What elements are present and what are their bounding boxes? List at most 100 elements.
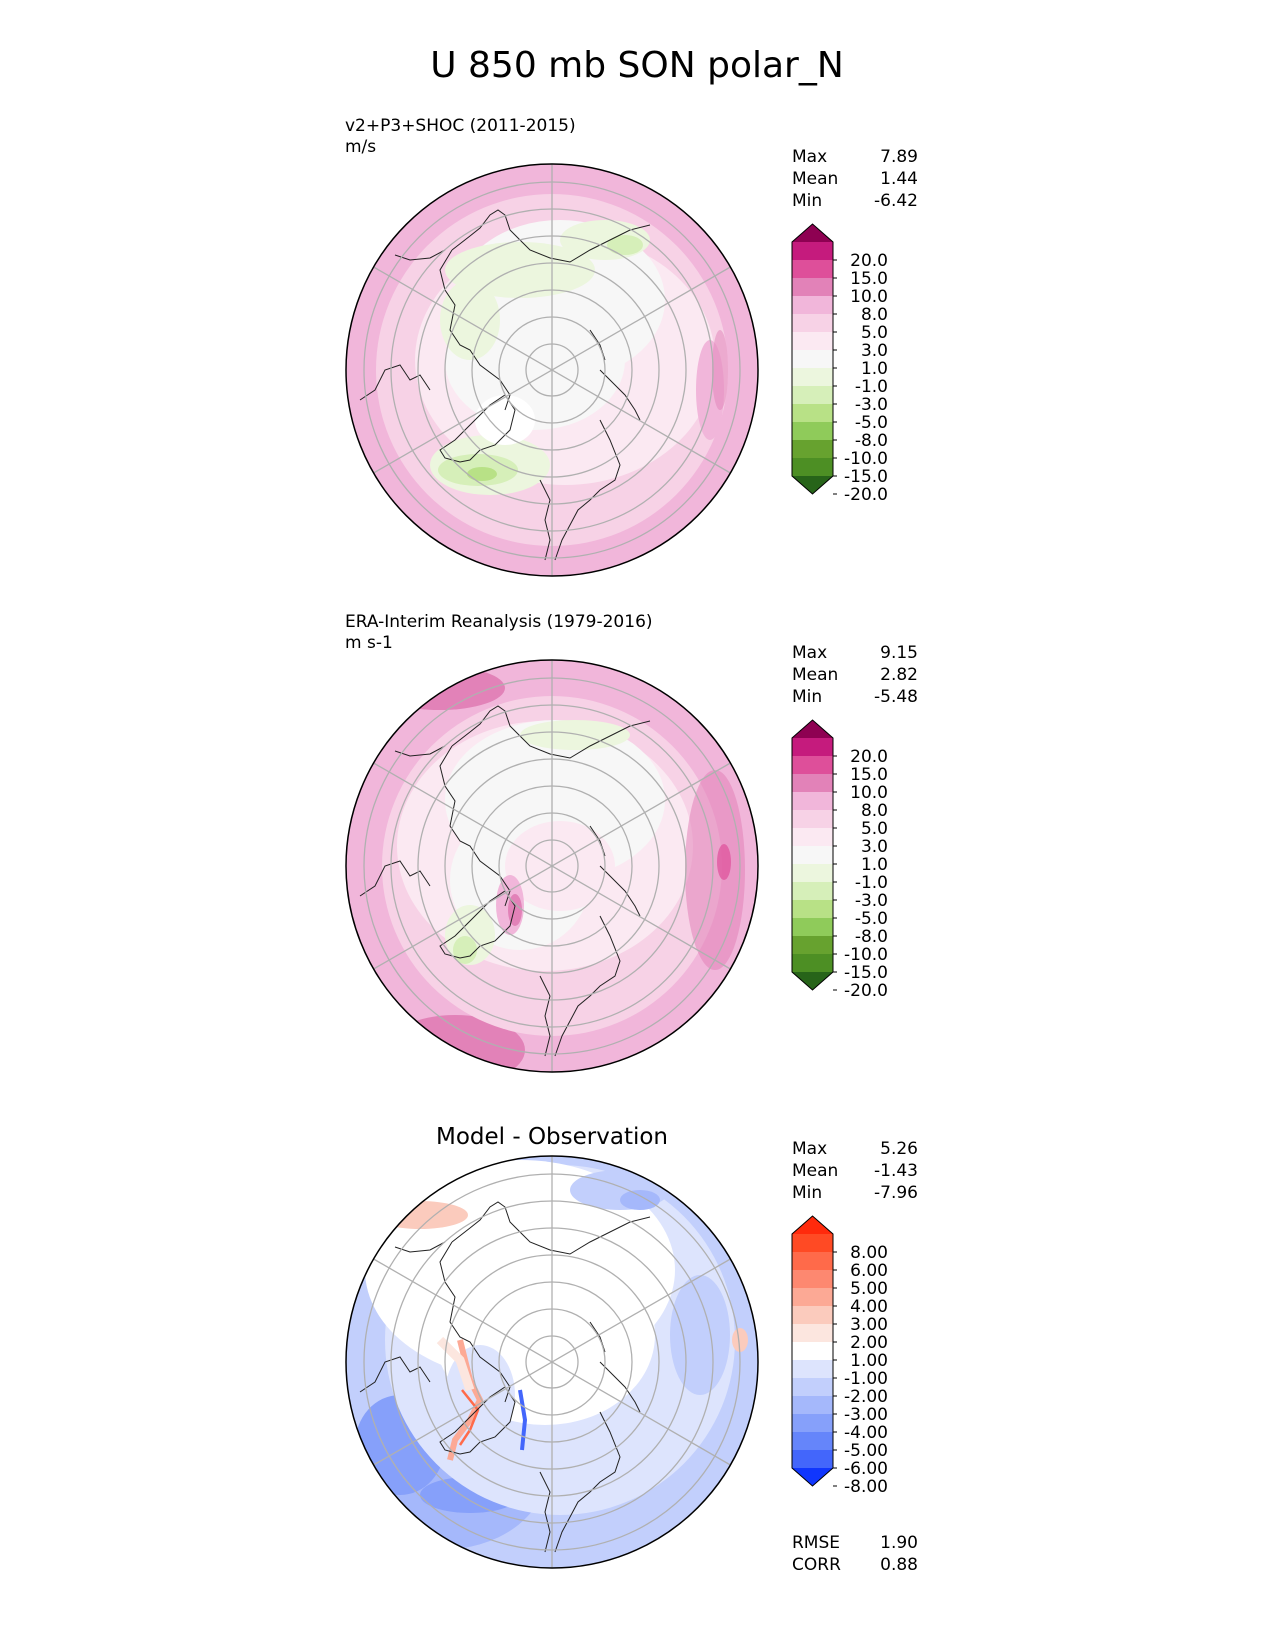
- stat-min-value: -6.42: [874, 191, 918, 211]
- colorbar-tick-label: 2.00: [850, 1333, 888, 1353]
- colorbar-segment: [792, 1360, 833, 1379]
- colorbar-segment: [792, 1324, 833, 1343]
- stat-mean-value: -1.43: [874, 1161, 918, 1181]
- colorbar-segment: [792, 332, 833, 351]
- stat-max-value: 5.26: [880, 1139, 918, 1159]
- colorbar-segment: [792, 386, 833, 405]
- colorbar-tick-label: 8.0: [861, 305, 888, 325]
- panel-diff-stats: Max 5.26 Mean -1.43 Min -7.96: [792, 1139, 918, 1203]
- stat-corr-value: 0.88: [880, 1555, 918, 1575]
- colorbar-tick-label: -1.0: [855, 873, 888, 893]
- stat-mean-label: Mean: [792, 665, 838, 685]
- stat-rmse-label: RMSE: [792, 1533, 840, 1553]
- stat-min-value: -7.96: [874, 1183, 918, 1203]
- colorbar-segment: [792, 810, 833, 829]
- colorbar-bottom-extension: [792, 972, 833, 990]
- colorbar-tick-label: 4.00: [850, 1297, 888, 1317]
- panel-diff-colorbar: 8.006.005.004.003.002.001.00-1.00-2.00-3…: [791, 1215, 888, 1497]
- colorbar-segment: [792, 1288, 833, 1307]
- colorbar-tick-label: 3.00: [850, 1315, 888, 1335]
- colorbar-tick-label: -20.0: [844, 981, 888, 1001]
- panel-obs-map: [345, 659, 759, 1073]
- colorbar-segment: [792, 404, 833, 423]
- colorbar-segment: [792, 314, 833, 333]
- colorbar-segment: [792, 1306, 833, 1325]
- colorbar-tick-label: 1.0: [861, 359, 888, 379]
- colorbar-segment: [792, 882, 833, 901]
- stat-max-label: Max: [792, 643, 827, 663]
- colorbar-tick-label: 1.00: [850, 1351, 888, 1371]
- colorbar-tick-label: 20.0: [850, 251, 888, 271]
- stat-max-value: 7.89: [880, 147, 918, 167]
- stat-min-label: Min: [792, 191, 822, 211]
- stat-corr-label: CORR: [792, 1555, 841, 1575]
- colorbar-segment: [792, 1252, 833, 1271]
- stat-max-value: 9.15: [880, 643, 918, 663]
- colorbar-segment: [792, 296, 833, 315]
- colorbar-tick-label: -8.0: [855, 927, 888, 947]
- figure-title: U 850 mb SON polar_N: [430, 45, 844, 86]
- colorbar-tick-label: 1.0: [861, 855, 888, 875]
- colorbar-segment: [792, 242, 833, 261]
- colorbar-tick-label: -5.0: [855, 909, 888, 929]
- colorbar-tick-label: 5.0: [861, 323, 888, 343]
- colorbar-tick-label: 10.0: [850, 287, 888, 307]
- colorbar-segment: [792, 350, 833, 369]
- colorbar-segment: [792, 792, 833, 811]
- colorbar-tick-label: -6.00: [844, 1459, 888, 1479]
- colorbar-tick-label: 3.0: [861, 341, 888, 361]
- colorbar-segment: [792, 1234, 833, 1253]
- stat-min-label: Min: [792, 687, 822, 707]
- panel-model-colorbar: 20.015.010.08.05.03.01.0-1.0-3.0-5.0-8.0…: [791, 223, 888, 505]
- colorbar-segment: [792, 440, 833, 459]
- colorbar-segment: [792, 422, 833, 441]
- panel-obs-units: m s-1: [345, 633, 393, 653]
- panel-model-units: m/s: [345, 137, 376, 157]
- colorbar-segment: [792, 1378, 833, 1397]
- colorbar-segment: [792, 846, 833, 865]
- colorbar-segment: [792, 368, 833, 387]
- colorbar-segment: [792, 1414, 833, 1433]
- colorbar-top-extension: [792, 224, 833, 242]
- coastlines: [359, 705, 651, 1057]
- colorbar-segment: [792, 260, 833, 279]
- colorbar-outline: [791, 1215, 834, 1487]
- panel-diff-extra-stats: RMSE 1.90 CORR 0.88: [792, 1533, 918, 1575]
- panel-obs-colorbar: 20.015.010.08.05.03.01.0-1.0-3.0-5.0-8.0…: [791, 719, 888, 1001]
- graticule: [363, 1156, 741, 1568]
- colorbar-tick-label: 5.0: [861, 819, 888, 839]
- stat-max-label: Max: [792, 1139, 827, 1159]
- colorbar-tick-label: 8.0: [861, 801, 888, 821]
- colorbar-segment: [792, 918, 833, 937]
- colorbar-segment: [792, 774, 833, 793]
- colorbar-tick-label: -5.00: [844, 1441, 888, 1461]
- colorbar-segment: [792, 458, 833, 477]
- panel-model: v2+P3+SHOC (2011-2015) m/s Max 7.89 Mean…: [345, 116, 918, 577]
- colorbar-tick-label: -15.0: [844, 467, 888, 487]
- colorbar-tick-label: -5.0: [855, 413, 888, 433]
- panel-diff-map: [345, 1155, 759, 1569]
- panel-obs-stats: Max 9.15 Mean 2.82 Min -5.48: [792, 643, 918, 707]
- colorbar-tick-label: -10.0: [844, 945, 888, 965]
- colorbar-tick-label: 6.00: [850, 1261, 888, 1281]
- colorbar-tick-label: -1.00: [844, 1369, 888, 1389]
- graticule: [363, 164, 741, 576]
- colorbar-bottom-extension: [792, 476, 833, 494]
- colorbar-segment: [792, 864, 833, 883]
- colorbar-tick-label: -3.0: [855, 891, 888, 911]
- colorbar-segment: [792, 738, 833, 757]
- stat-max-label: Max: [792, 147, 827, 167]
- colorbar-tick-label: -8.0: [855, 431, 888, 451]
- panel-diff: Model - Observation Max 5.26 Mean -1.43 …: [345, 1124, 918, 1575]
- panel-model-map: [345, 163, 759, 577]
- colorbar-tick-label: -15.0: [844, 963, 888, 983]
- colorbar-tick-label: -4.00: [844, 1423, 888, 1443]
- colorbar-segment: [792, 900, 833, 919]
- colorbar-segment: [792, 828, 833, 847]
- stat-mean-value: 2.82: [880, 665, 918, 685]
- colorbar-tick-label: -1.0: [855, 377, 888, 397]
- colorbar-tick-label: 8.00: [850, 1243, 888, 1263]
- colorbar-segment: [792, 756, 833, 775]
- colorbar-segment: [792, 1270, 833, 1289]
- stat-min-value: -5.48: [874, 687, 918, 707]
